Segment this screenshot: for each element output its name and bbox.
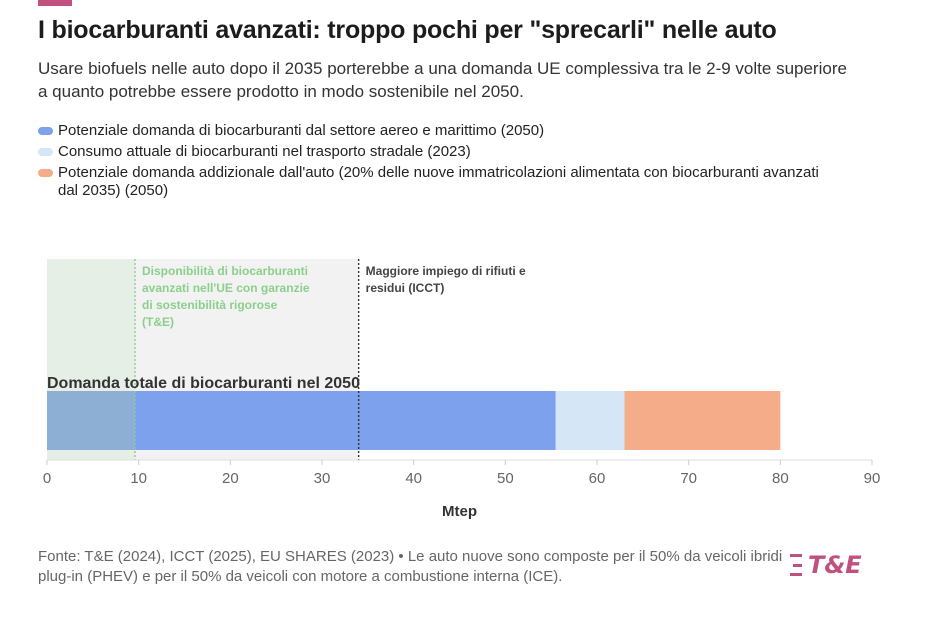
legend-swatch [38, 127, 53, 135]
legend-swatch [38, 148, 53, 156]
x-tick-label: 70 [680, 470, 697, 487]
logo-text: T&E [808, 551, 862, 579]
legend-label: Consumo attuale di biocarburanti nel tra… [58, 143, 471, 160]
bar-segment-1 [47, 391, 556, 450]
bar-segment-3 [624, 391, 781, 450]
x-tick-label: 10 [130, 470, 147, 487]
x-tick-label: 0 [43, 470, 51, 487]
bar-chart: Disponibilità di biocarburanti avanzati n… [43, 259, 881, 520]
legend-item-road-transport: Consumo attuale di biocarburanti nel tra… [38, 143, 838, 161]
brand-accent-bar [38, 0, 72, 6]
legend-swatch [38, 169, 53, 177]
x-tick-label: 60 [589, 470, 606, 487]
x-tick-label: 90 [864, 470, 881, 487]
legend: Potenziale domanda di biocarburanti dal … [38, 122, 838, 203]
bar-band-overlay [47, 391, 135, 450]
x-axis-title: Mtep [442, 503, 477, 520]
logo-stripes-icon [790, 554, 802, 576]
bar-segment-2 [555, 391, 625, 450]
legend-item-aviation-maritime: Potenziale domanda di biocarburanti dal … [38, 122, 838, 140]
x-tick-label: 80 [772, 470, 789, 487]
chart-title: I biocarburanti avanzati: troppo pochi p… [38, 16, 777, 44]
annotation-label-te: Disponibilità di biocarburanti avanzati n… [142, 264, 310, 329]
chart-subtitle: Usare biofuels nelle auto dopo il 2035 p… [38, 59, 847, 101]
category-label: Domanda totale di biocarburanti nel 2050 [47, 375, 360, 392]
annotation-label-icct: Maggiore impiego di rifiuti e residui (IC… [366, 264, 526, 295]
legend-item-cars-additional: Potenziale domanda addizionale dall'auto… [38, 164, 838, 200]
source-note: Fonte: T&E (2024), ICCT (2025), EU SHARE… [38, 548, 783, 585]
x-tick-label: 30 [314, 470, 331, 487]
x-tick-label: 40 [405, 470, 422, 487]
x-tick-label: 50 [497, 470, 514, 487]
x-tick-label: 20 [222, 470, 239, 487]
te-logo: T&E [790, 551, 862, 579]
legend-label: Potenziale domanda addizionale dall'auto… [58, 164, 819, 199]
legend-label: Potenziale domanda di biocarburanti dal … [58, 122, 545, 139]
